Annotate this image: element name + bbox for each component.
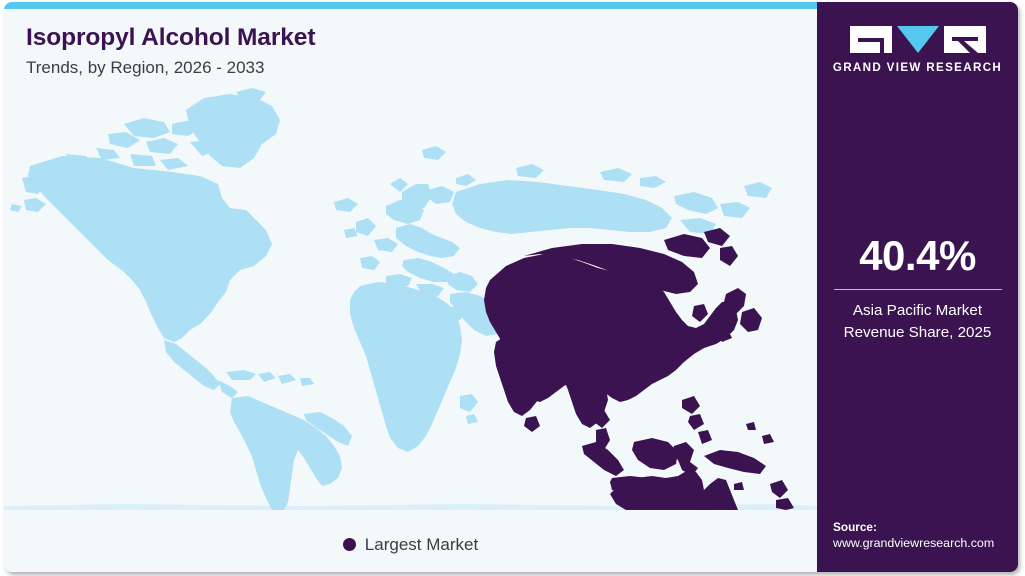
- legend: Largest Market: [4, 535, 817, 557]
- infographic-card: Isopropyl Alcohol Market Trends, by Regi…: [4, 2, 1018, 572]
- divider: [833, 289, 1002, 290]
- filled-circle-icon: [342, 538, 356, 551]
- brand-logo[interactable]: GRAND VIEW RESEARCH: [817, 26, 1018, 74]
- world-map-svg: [4, 80, 817, 510]
- logo-letter-g-icon: [849, 26, 892, 53]
- logo-letter-v-icon: [896, 26, 939, 53]
- page-title: Isopropyl Alcohol Market: [26, 24, 316, 51]
- region-other-landmasses: [4, 88, 817, 510]
- logo-wordmark: GRAND VIEW RESEARCH: [832, 61, 1003, 74]
- logo-marks: [817, 26, 1018, 53]
- stat-value: 40.4%: [859, 232, 976, 279]
- world-map: [4, 80, 817, 510]
- logo-letter-r-icon: [943, 26, 986, 53]
- stat-caption-line-1: Asia Pacific Market: [852, 302, 983, 319]
- title-block: Isopropyl Alcohol Market Trends, by Regi…: [26, 24, 315, 78]
- source-url[interactable]: www.grandviewresearch.com: [833, 536, 995, 550]
- source-block: Source: www.grandviewresearch.com: [833, 520, 1018, 550]
- map-pane: Isopropyl Alcohol Market Trends, by Regi…: [4, 2, 817, 572]
- legend-item-label: Largest Market: [364, 534, 479, 554]
- accent-bar: [4, 2, 817, 9]
- sidebar-panel: GRAND VIEW RESEARCH 40.4% Asia Pacific M…: [817, 2, 1018, 572]
- page-subtitle: Trends, by Region, 2026 - 2033: [26, 58, 265, 78]
- stat-caption-line-2: Revenue Share, 2025: [843, 324, 992, 342]
- stat-highlight: 40.4% Asia Pacific Market Revenue Share,…: [817, 235, 1018, 344]
- source-label: Source:: [833, 520, 877, 534]
- region-asia-pacific-highlight: [484, 228, 794, 510]
